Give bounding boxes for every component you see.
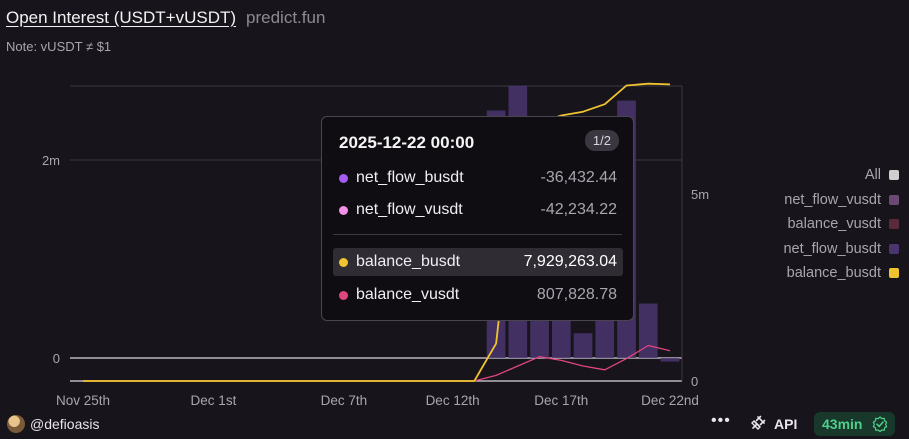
tooltip-series-name: balance_busdt: [356, 253, 461, 270]
status-text: 43min: [822, 416, 863, 432]
series-dot-icon: [339, 173, 348, 183]
x-tick-label: Nov 25th: [56, 393, 110, 408]
chart-tooltip: 2025-12-22 00:00 1/2 net_flow_busdt -36,…: [321, 116, 634, 321]
x-tick-label: Dec 17th: [534, 393, 588, 408]
chart-legend: All net_flow_vusdt balance_vusdt net_flo…: [699, 163, 899, 286]
bar-net-flow-busdt: [638, 303, 658, 358]
author-handle[interactable]: @defioasis: [30, 416, 100, 432]
line-balance-vusdt: [83, 344, 671, 382]
series-dot-icon: [339, 290, 348, 300]
tooltip-row-net-flow-busdt: net_flow_busdt -36,432.44: [333, 164, 623, 192]
bar-net-flow-busdt: [660, 358, 680, 362]
legend-item-net-flow-busdt[interactable]: net_flow_busdt: [699, 237, 899, 262]
tooltip-series-name: balance_vusdt: [356, 286, 460, 303]
tooltip-series-value: 807,828.78: [536, 286, 617, 303]
tooltip-row-balance-busdt: balance_busdt 7,929,263.04: [333, 248, 623, 276]
line-balance-busdt: [83, 82, 671, 382]
refresh-status-badge[interactable]: 43min: [814, 412, 895, 436]
tooltip-series-name: net_flow_vusdt: [356, 201, 463, 218]
left-tick-label: 0: [53, 351, 60, 366]
legend-item-balance-busdt[interactable]: balance_busdt: [699, 261, 899, 286]
legend-item-balance-vusdt[interactable]: balance_vusdt: [699, 212, 899, 237]
right-tick-label: 0: [691, 374, 698, 389]
header: Open Interest (USDT+vUSDT) predict.fun: [6, 8, 325, 28]
tooltip-series-value: -42,234.22: [540, 201, 617, 218]
series-dot-icon: [339, 257, 348, 267]
tooltip-divider: [333, 234, 622, 235]
tooltip-date: 2025-12-22 00:00: [339, 133, 475, 152]
right-tick-label: 5m: [691, 187, 709, 202]
legend-swatch: [889, 170, 899, 181]
legend-label: net_flow_busdt: [783, 240, 881, 257]
x-tick-label: Dec 7th: [321, 393, 368, 408]
legend-label: balance_busdt: [786, 265, 881, 282]
tooltip-row-balance-vusdt: balance_vusdt 807,828.78: [333, 281, 623, 309]
tooltip-series-value: -36,432.44: [540, 169, 617, 186]
legend-label: All: [864, 167, 881, 184]
legend-label: net_flow_vusdt: [784, 191, 881, 208]
legend-item-net-flow-vusdt[interactable]: net_flow_vusdt: [699, 188, 899, 213]
x-tick-label: Dec 22nd: [641, 393, 699, 408]
verified-check-icon: [872, 416, 888, 432]
legend-swatch: [889, 268, 899, 279]
more-options-icon[interactable]: •••: [711, 412, 731, 429]
tooltip-series-value: 7,929,263.04: [523, 253, 617, 270]
note-text: Note: vUSDT ≠ $1: [6, 39, 112, 54]
tooltip-row-net-flow-vusdt: net_flow_vusdt -42,234.22: [333, 196, 623, 224]
bar-net-flow-busdt: [573, 333, 593, 358]
legend-swatch: [889, 219, 899, 230]
footer-bar: @defioasis ••• API 43min: [0, 411, 909, 439]
plug-icon[interactable]: [749, 414, 767, 432]
series-dot-icon: [339, 205, 348, 215]
legend-label: balance_vusdt: [787, 216, 881, 233]
tooltip-page-indicator[interactable]: 1/2: [584, 130, 619, 151]
chart-title-link[interactable]: Open Interest (USDT+vUSDT): [6, 8, 237, 27]
left-tick-label: 2m: [42, 153, 60, 168]
source-label: predict.fun: [246, 8, 326, 27]
tooltip-series-name: net_flow_busdt: [356, 169, 464, 186]
legend-swatch: [889, 194, 899, 205]
legend-swatch: [889, 243, 899, 254]
avatar[interactable]: [7, 415, 25, 433]
api-link[interactable]: API: [774, 416, 798, 432]
x-tick-label: Dec 12th: [426, 393, 480, 408]
x-tick-label: Dec 1st: [191, 393, 237, 408]
legend-item-all[interactable]: All: [699, 163, 899, 188]
